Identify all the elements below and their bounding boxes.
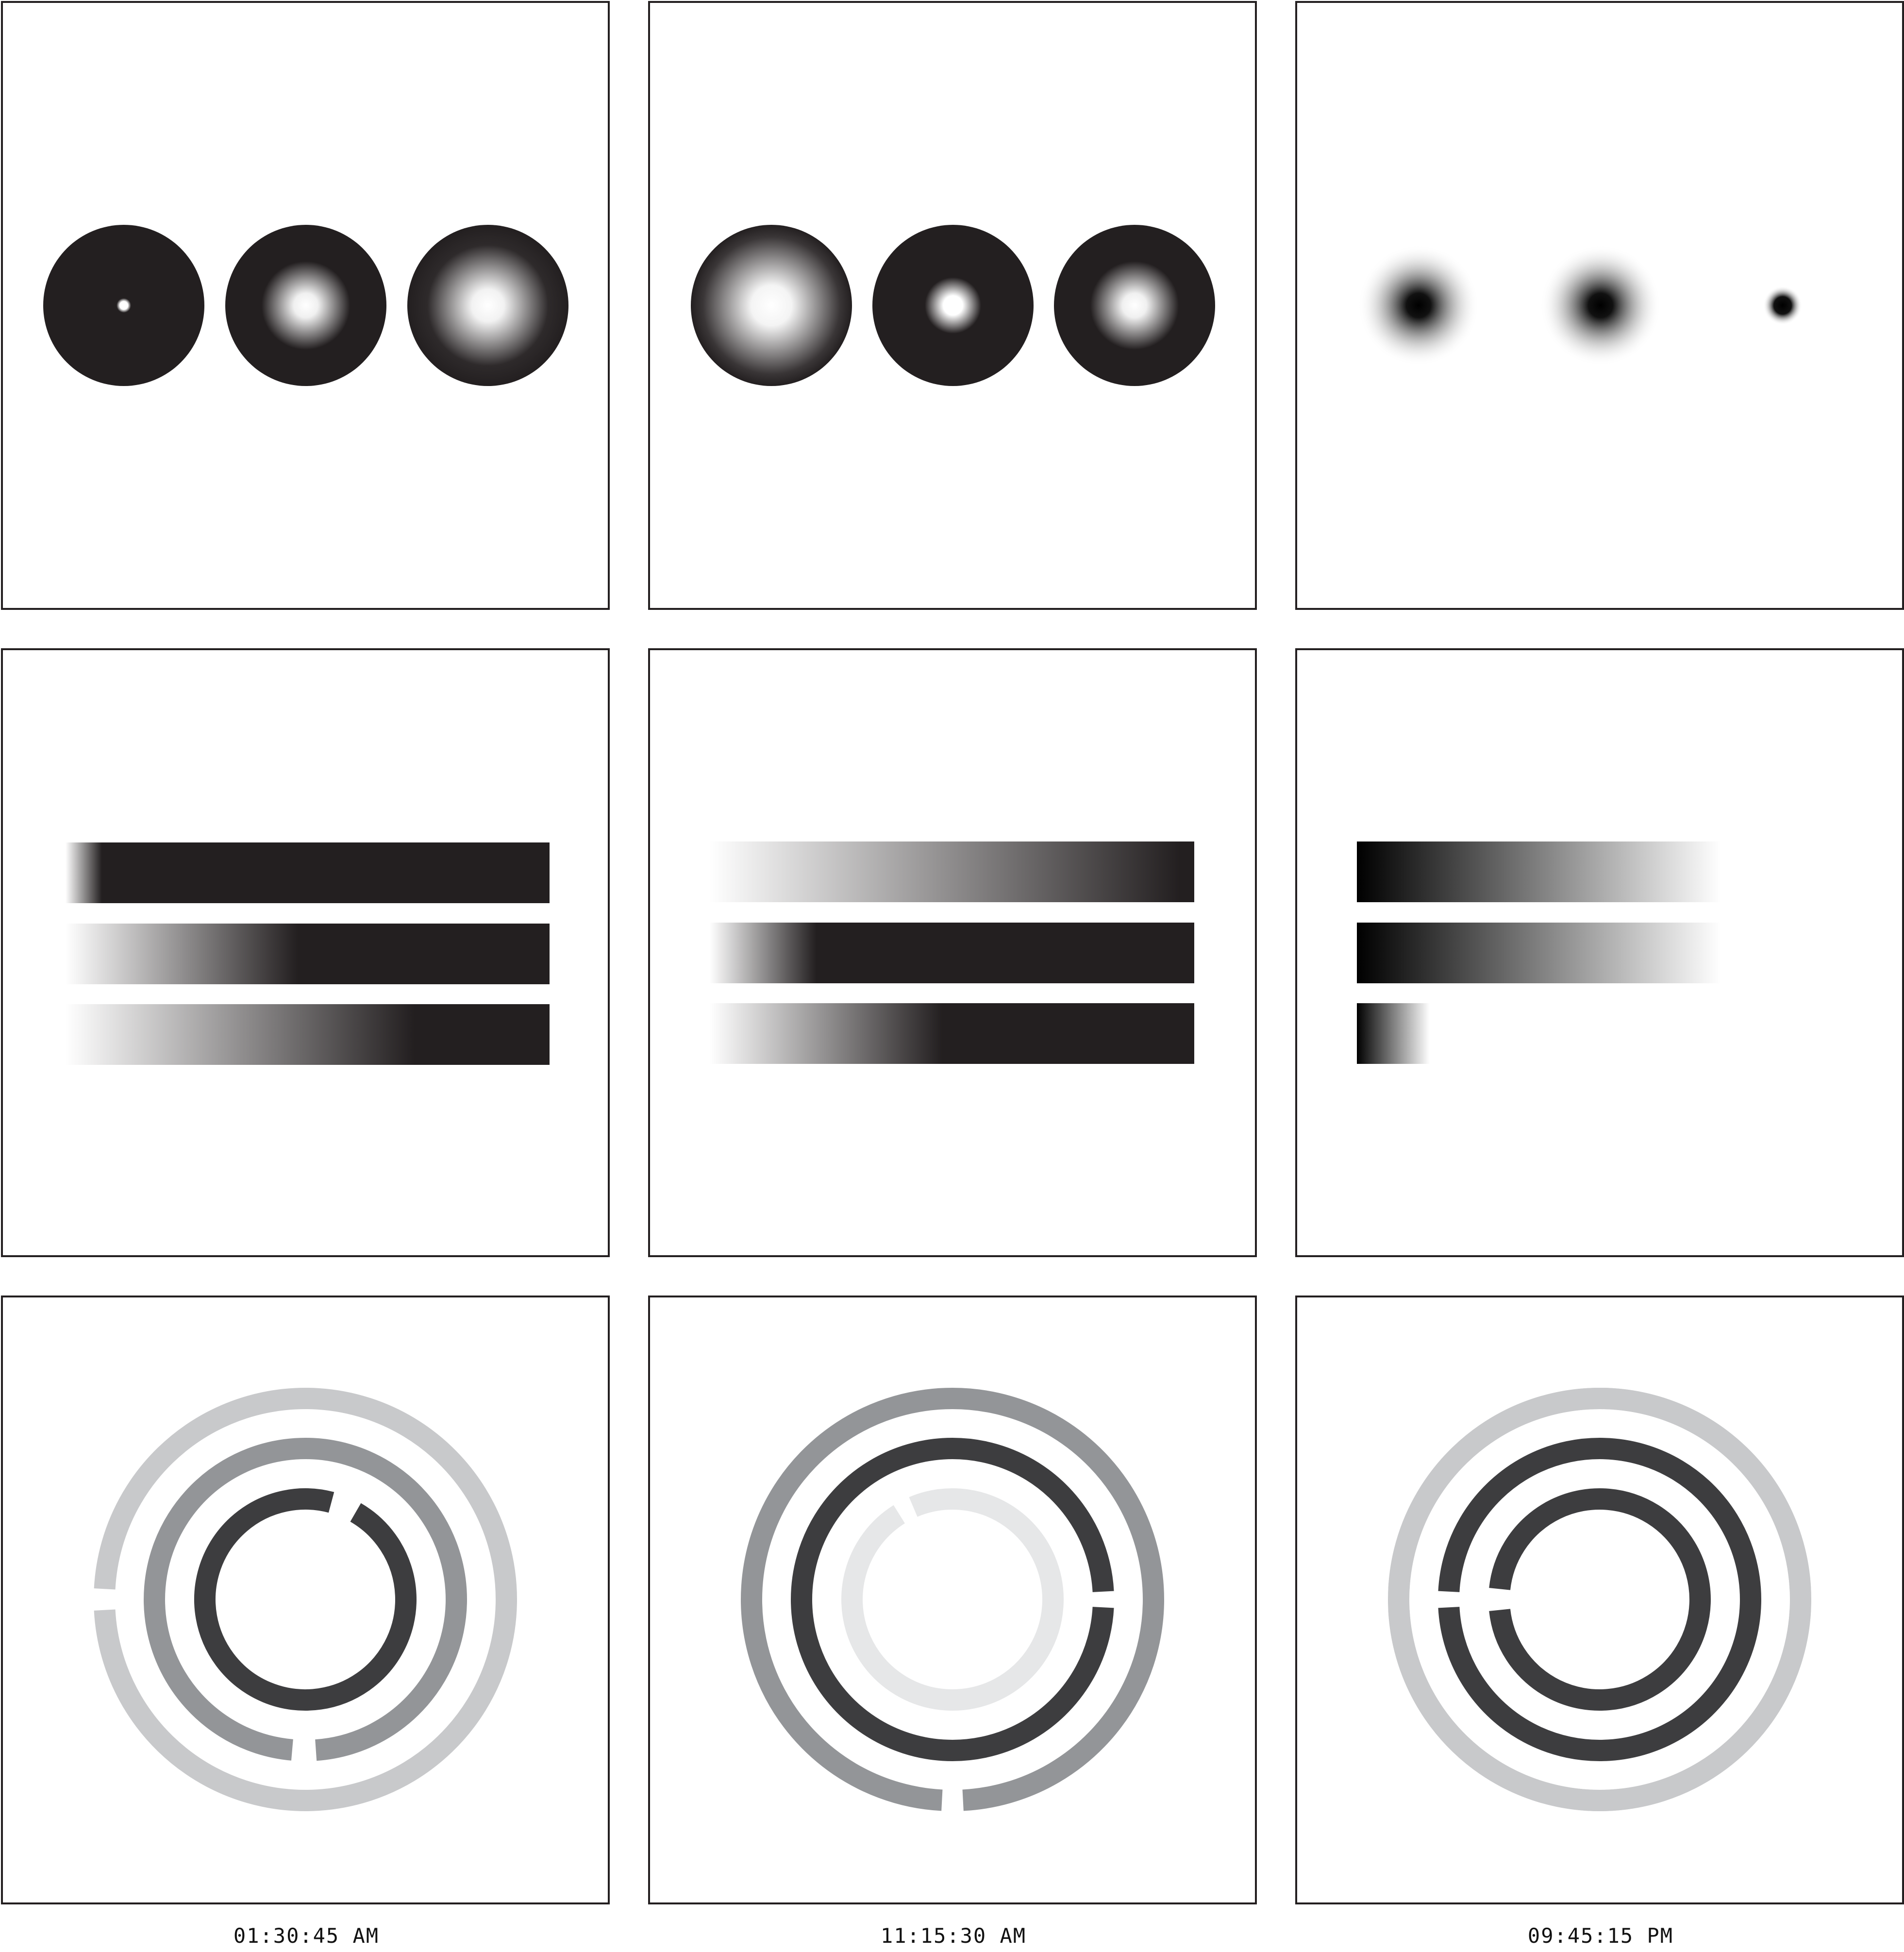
panel-minutes-2 — [648, 648, 1257, 1257]
hours-discs-3 — [1358, 245, 1802, 366]
hour-disc — [225, 225, 386, 386]
hour-disc — [691, 225, 852, 386]
minute-bar — [66, 1004, 550, 1065]
minutes-bars-3 — [1357, 841, 1721, 1064]
hour-blob — [1763, 286, 1802, 325]
panel-seconds-1 — [1, 1296, 610, 1904]
time-label: 01:30:45 AM — [233, 1924, 380, 1948]
ring-arc — [1388, 1388, 1811, 1811]
minute-bar — [1357, 1003, 1430, 1064]
hour-blob — [1540, 245, 1661, 366]
hour-disc — [43, 225, 204, 386]
minute-bar — [1357, 923, 1721, 983]
ring-arc — [94, 1388, 517, 1811]
minute-bar — [1357, 841, 1721, 902]
panel-hours-2 — [648, 1, 1257, 610]
ring-arc — [1489, 1488, 1711, 1711]
hour-disc — [1054, 225, 1215, 386]
ring-arc — [841, 1488, 1064, 1711]
seconds-rings-3 — [1388, 1388, 1811, 1811]
time-label: 11:15:30 AM — [880, 1924, 1027, 1948]
seconds-rings-1 — [94, 1388, 517, 1811]
ring-arc — [1438, 1438, 1761, 1761]
ring-arc — [144, 1438, 467, 1761]
ring-arc — [741, 1388, 1164, 1811]
ring-arc — [194, 1488, 417, 1711]
hour-disc — [872, 225, 1034, 386]
minutes-bars-1 — [66, 842, 550, 1065]
panel-minutes-3 — [1295, 648, 1904, 1257]
minute-bar — [710, 923, 1194, 983]
hour-disc — [407, 225, 568, 386]
minute-bar — [710, 841, 1194, 902]
panel-seconds-3 — [1295, 1296, 1904, 1904]
panel-minutes-1 — [1, 648, 610, 1257]
minute-bar — [66, 924, 550, 984]
hours-discs-1 — [43, 225, 568, 386]
panel-hours-3 — [1295, 1, 1904, 610]
time-label: 09:45:15 PM — [1527, 1924, 1674, 1948]
minutes-bars-2 — [710, 841, 1194, 1064]
seconds-rings-2 — [741, 1388, 1164, 1811]
panel-frames — [1, 1, 1904, 1904]
hour-blob — [1358, 245, 1479, 366]
ring-arc — [791, 1438, 1114, 1761]
minute-bar — [66, 842, 550, 903]
panel-seconds-2 — [648, 1296, 1257, 1904]
minute-bar — [710, 1003, 1194, 1064]
panel-hours-1 — [1, 1, 610, 610]
hours-discs-2 — [691, 225, 1215, 386]
